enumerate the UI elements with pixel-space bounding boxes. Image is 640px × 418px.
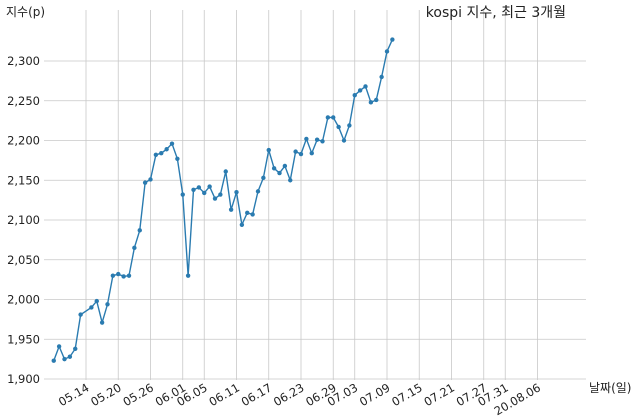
series-layer [51,37,395,363]
data-point [341,138,347,143]
data-point [271,166,277,171]
data-point [357,88,363,93]
x-axis-label: 날짜(일) [589,381,631,395]
data-point [245,210,250,216]
data-point [352,92,357,98]
data-point [293,149,298,154]
y-tick-label: 1,950 [7,332,40,346]
x-tick-label: 05.20 [88,380,124,409]
data-point [169,141,175,146]
data-point [116,271,121,277]
data-point [320,139,325,144]
data-point [234,189,239,195]
data-point [89,305,94,310]
y-tick-label: 2,050 [7,253,40,267]
data-point [202,190,207,196]
data-point [261,175,266,181]
data-point [207,184,212,189]
y-tick-label: 2,250 [7,94,40,108]
data-point [282,163,288,169]
data-point [379,74,384,80]
data-point [228,207,234,212]
y-tick-labels: 1,900 1,950 2,000 2,050 2,100 2,150 2,200 2,250… [7,54,40,386]
data-point [250,212,255,217]
data-point [325,115,331,120]
y-tick-label: 2,000 [7,293,40,307]
data-point [62,356,67,362]
y-tick-label: 1,900 [7,372,40,386]
data-point [309,151,314,156]
data-point [137,228,142,233]
data-point [255,189,261,194]
data-point [347,123,352,128]
data-point [56,344,62,349]
data-point [67,354,73,359]
data-point [121,274,126,279]
data-point [191,187,196,192]
data-point [99,320,105,325]
data-point [314,137,320,142]
y-tick-label: 2,150 [7,173,40,187]
data-point [196,185,202,190]
data-point [218,192,223,197]
data-point [51,358,56,363]
data-point [304,136,309,142]
data-point [374,97,379,103]
data-point [368,100,374,105]
y-tick-label: 2,200 [7,134,40,148]
data-point [175,156,180,161]
data-point [336,124,341,130]
x-tick-label: 07.09 [357,380,393,409]
data-point [384,49,390,54]
data-point [153,152,159,158]
data-point [185,273,191,278]
data-point [180,192,185,197]
data-point [277,170,282,176]
data-point [78,312,83,317]
data-point [164,147,169,152]
data-point [132,245,137,251]
data-point [331,115,336,120]
data-point [94,298,99,304]
x-tick-label: 07.15 [389,380,425,409]
grid-lines [44,10,586,380]
y-tick-label: 2,100 [7,213,40,227]
data-point [363,84,368,89]
y-axis-label: 지수(p) [6,5,45,19]
series-line [53,39,394,361]
data-point [105,302,110,307]
x-tick-label: 06.23 [271,380,307,409]
data-point [110,273,116,278]
x-tick-label: 07.21 [421,380,457,409]
data-point [73,346,78,351]
data-point [126,273,132,278]
x-tick-label: 06.17 [239,380,275,409]
data-point [239,222,245,227]
data-point [223,169,228,174]
x-tick-labels: 05.1405.2005.2606.0106.0506.1106.1706.23… [56,380,543,418]
data-point [288,178,293,183]
data-point [298,151,304,157]
data-point [148,177,153,182]
data-point [212,196,218,201]
data-point [266,147,271,153]
chart-title: kospi 지수, 최근 3개월 [426,5,566,21]
data-point [159,151,164,156]
x-tick-label: 05.26 [120,380,156,409]
data-point [142,180,148,185]
x-tick-label: 06.11 [206,380,242,409]
data-point [390,37,395,42]
x-tick-label: 05.14 [56,380,92,409]
y-tick-label: 2,300 [7,54,40,68]
